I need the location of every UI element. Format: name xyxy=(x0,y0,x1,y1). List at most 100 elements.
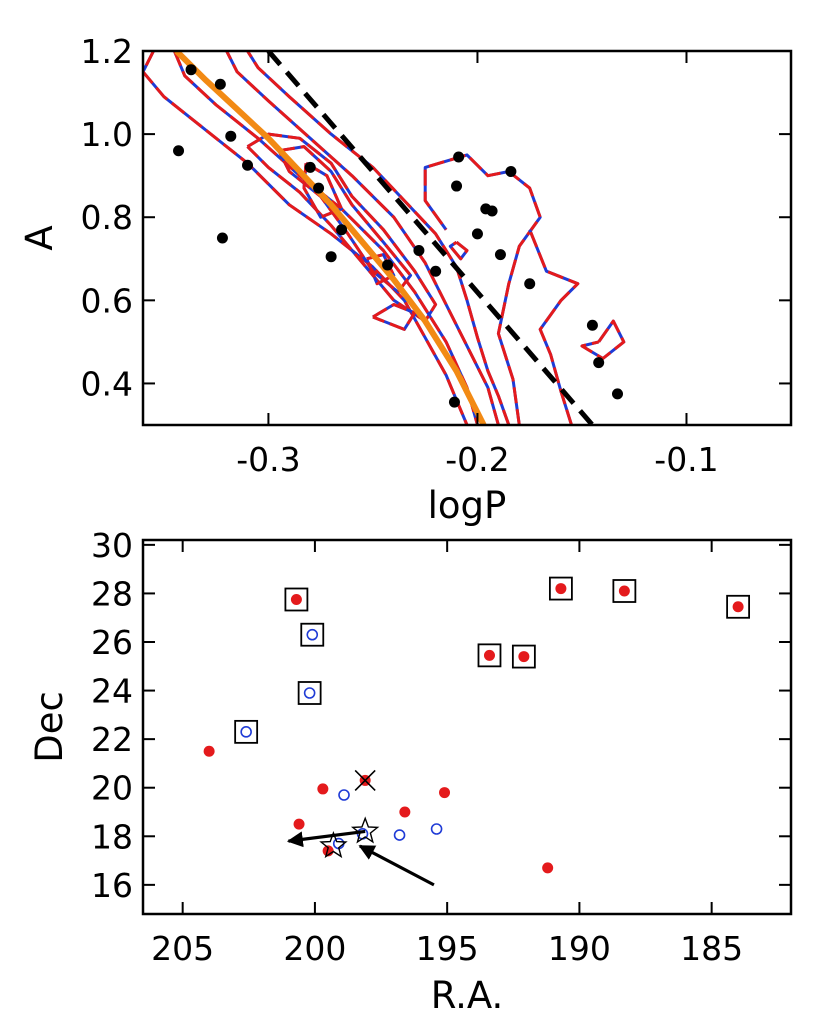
box-marker xyxy=(284,587,309,612)
y-axis-ticks: 16 18 20 22 24 26 28 30 xyxy=(91,526,791,905)
x-axis-ticks: 205 200 195 190 185 xyxy=(151,540,743,968)
x-axis-label: logP xyxy=(428,484,507,527)
open-point xyxy=(393,829,406,841)
data-point xyxy=(242,159,254,171)
contour-10-red xyxy=(580,319,626,360)
data-point xyxy=(448,396,460,408)
data-point xyxy=(336,224,348,236)
data-point xyxy=(413,244,425,256)
y-tick-label: 1.0 xyxy=(81,115,133,154)
x-tick-label: 185 xyxy=(680,929,743,968)
motion-arrow xyxy=(286,829,366,848)
box-marker xyxy=(612,579,637,603)
bottom-panel: 205 200 195 190 185 16 18 20 22 24 26 28 30 R.A. De… xyxy=(28,526,793,1017)
contour-8-blue xyxy=(423,153,542,425)
data-point xyxy=(505,166,517,178)
data-point xyxy=(494,249,506,261)
data-point xyxy=(185,64,197,76)
x-axis-label: R.A. xyxy=(431,974,504,1017)
contour-6-red xyxy=(302,161,344,219)
contour-9-blue xyxy=(528,229,580,425)
open-point xyxy=(430,823,443,835)
contour-9-red xyxy=(528,229,580,425)
y-tick-label: 1.2 xyxy=(81,32,133,71)
filled-point xyxy=(290,594,302,605)
data-point xyxy=(486,205,498,217)
data-point xyxy=(304,161,316,173)
x-tick-label: 200 xyxy=(283,929,346,968)
y-tick-label: 26 xyxy=(91,623,133,662)
data-point xyxy=(524,278,536,290)
data-point xyxy=(382,259,394,271)
data-point xyxy=(173,145,185,157)
star-marker xyxy=(350,816,380,844)
x-tick-label: -0.2 xyxy=(445,440,509,479)
contour-0-blue xyxy=(143,51,469,425)
density-contours xyxy=(143,51,626,425)
motion-arrow xyxy=(358,844,435,887)
fit-curve xyxy=(174,51,487,425)
x-tick-label: -0.3 xyxy=(236,440,300,479)
data-point xyxy=(325,251,337,263)
x-tick-label: -0.1 xyxy=(654,440,718,479)
open-point xyxy=(303,687,316,699)
filled-point xyxy=(399,806,411,818)
box-marker xyxy=(477,643,502,668)
filled-point xyxy=(483,649,495,661)
box-marker xyxy=(726,594,751,619)
filled-point xyxy=(618,585,630,597)
y-tick-label: 28 xyxy=(91,574,133,613)
contour-8-red xyxy=(423,153,542,425)
data-point xyxy=(313,182,325,194)
x-axis-ticks: -0.3 -0.2 -0.1 xyxy=(236,51,719,479)
data-points xyxy=(173,64,624,408)
y-tick-label: 0.4 xyxy=(81,364,133,403)
open-point xyxy=(338,789,350,801)
fit-lines xyxy=(174,51,595,425)
contour-1-red xyxy=(246,51,511,425)
filled-point xyxy=(732,601,744,613)
y-axis-ticks: 0.4 0.6 0.8 1.0 1.2 xyxy=(81,32,791,403)
open-point xyxy=(306,628,319,641)
box-marker xyxy=(511,644,536,669)
data-point xyxy=(453,151,465,163)
filled-point xyxy=(317,783,329,795)
contour-11-red xyxy=(448,240,469,261)
data-point xyxy=(451,180,463,192)
x-tick-label: 205 xyxy=(151,929,214,968)
y-tick-label: 20 xyxy=(91,769,133,808)
box-marker xyxy=(234,719,259,744)
filled-point xyxy=(293,818,305,830)
x-tick-label: 195 xyxy=(416,929,479,968)
contour-0-red xyxy=(143,51,469,425)
y-tick-label: 30 xyxy=(91,526,133,565)
top-panel: -0.3 -0.2 -0.1 0.4 0.6 0.8 1.0 1.2 logP A xyxy=(18,32,793,527)
star-marker xyxy=(319,831,348,859)
data-point xyxy=(586,319,598,331)
cross-marker xyxy=(354,769,376,791)
filled-point xyxy=(555,583,567,595)
filled-point xyxy=(203,745,215,757)
filled-point xyxy=(439,787,451,799)
y-tick-label: 0.8 xyxy=(81,198,133,237)
y-axis-label: A xyxy=(18,225,61,250)
box-marker xyxy=(548,576,573,601)
y-tick-label: 18 xyxy=(91,817,133,856)
data-point xyxy=(216,232,228,244)
data-point xyxy=(430,265,442,277)
contour-3-red xyxy=(225,51,500,425)
filled-point xyxy=(542,862,554,874)
open-point xyxy=(240,726,252,738)
data-point xyxy=(612,388,624,400)
top-plot-frame xyxy=(141,49,793,427)
sky-positions xyxy=(203,576,751,887)
box-marker xyxy=(300,622,325,647)
bottom-plot-frame xyxy=(141,538,793,916)
contour-4-red xyxy=(246,132,438,323)
y-axis-label: Dec xyxy=(28,691,71,763)
filled-point xyxy=(518,651,530,663)
data-point xyxy=(471,228,483,240)
y-tick-label: 24 xyxy=(91,672,133,711)
data-point xyxy=(593,357,605,369)
